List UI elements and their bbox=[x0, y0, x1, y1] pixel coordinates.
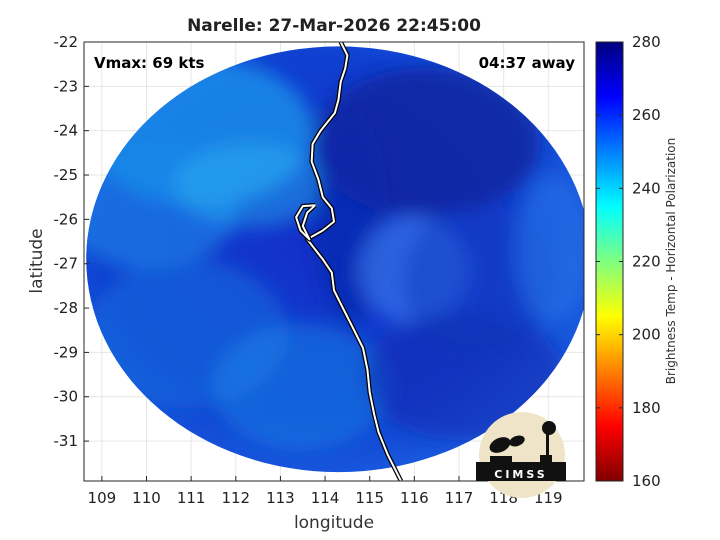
x-tick-label: 116 bbox=[400, 489, 429, 507]
colorbar-tick-label: 240 bbox=[632, 179, 661, 197]
vmax-annotation: Vmax: 69 kts bbox=[94, 54, 204, 72]
y-tick-label: -28 bbox=[54, 299, 79, 317]
y-tick-label: -23 bbox=[54, 77, 79, 95]
colorbar-tick-label: 280 bbox=[632, 33, 661, 51]
x-tick-label: 114 bbox=[311, 489, 340, 507]
y-tick-label: -25 bbox=[54, 166, 79, 184]
y-axis-label: latitude bbox=[27, 228, 47, 293]
coastline bbox=[293, 42, 404, 481]
colorbar-tick-label: 160 bbox=[632, 472, 661, 490]
coastline-main bbox=[306, 42, 402, 481]
colorbar-tick-label: 200 bbox=[632, 326, 661, 344]
axes-frame bbox=[83, 41, 585, 482]
colorbar-tick-label: 180 bbox=[632, 399, 661, 417]
y-tick-label: -22 bbox=[54, 33, 79, 51]
y-tick-label: -31 bbox=[54, 432, 79, 450]
x-tick-label: 111 bbox=[177, 489, 206, 507]
coastline-shark-bay bbox=[295, 204, 316, 241]
logo-text: CIMSS bbox=[494, 468, 547, 481]
colorbar-tick-label: 220 bbox=[632, 253, 661, 271]
x-tick-label: 110 bbox=[132, 489, 161, 507]
chart-title: Narelle: 27-Mar-2026 22:45:00 bbox=[187, 16, 481, 36]
y-tick-label: -29 bbox=[54, 343, 79, 361]
swath-patch bbox=[515, 174, 584, 324]
y-tick-label: -26 bbox=[54, 210, 79, 228]
colorbar-label: Brightness Temp - Horizontal Polarizatio… bbox=[664, 138, 678, 385]
y-tick-label: -27 bbox=[54, 255, 79, 273]
cimss-logo: CIMSS bbox=[476, 412, 566, 498]
x-tick-label: 112 bbox=[221, 489, 250, 507]
logo-building bbox=[476, 455, 566, 481]
swath-patch bbox=[363, 312, 566, 441]
x-tick-label: 115 bbox=[355, 489, 384, 507]
logo-tower bbox=[546, 430, 549, 456]
x-tick-label: 117 bbox=[445, 489, 474, 507]
swath-patch bbox=[174, 142, 326, 228]
colorbar-tick-label: 260 bbox=[632, 106, 661, 124]
logo-dish-2 bbox=[509, 435, 525, 447]
x-tick-label: 109 bbox=[88, 489, 117, 507]
logo-tower-tank bbox=[542, 421, 556, 435]
colorbar bbox=[595, 41, 624, 482]
colorbar-ticks: 160 180 200 220 240 260 280 bbox=[596, 33, 661, 490]
y-tick-label: -30 bbox=[54, 388, 79, 406]
x-axis-ticks: 109 110 111 112 113 114 115 116 117 118 119 bbox=[88, 476, 563, 507]
distance-annotation: 04:37 away bbox=[479, 54, 576, 72]
x-tick-label: 113 bbox=[266, 489, 295, 507]
swath-patch bbox=[212, 323, 389, 451]
y-tick-label: -24 bbox=[54, 122, 79, 140]
logo-dish-1 bbox=[489, 437, 511, 453]
x-axis-label: longitude bbox=[294, 513, 374, 533]
y-axis-ticks: -22 -23 -24 -25 -26 -27 -28 -29 -30 -31 bbox=[54, 33, 89, 450]
